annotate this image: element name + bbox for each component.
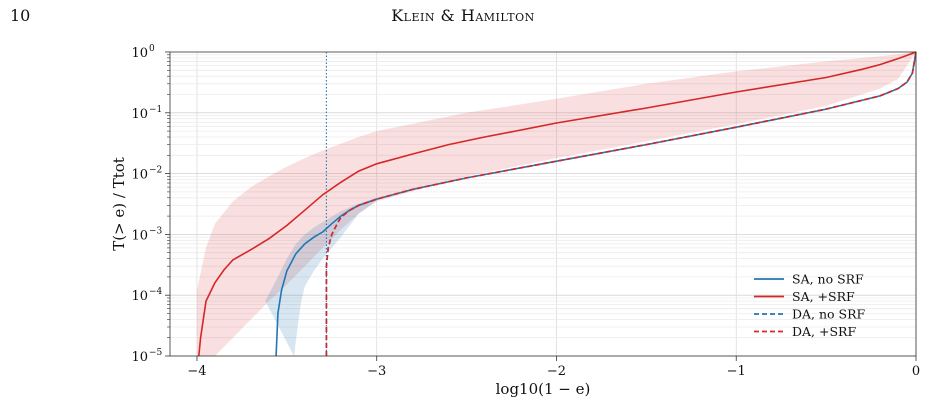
legend-label-3: DA, +SRF	[792, 324, 856, 339]
y-tick-label: 10	[131, 228, 148, 243]
confidence-bands	[196, 52, 916, 356]
y-axis-label: T(> e) / Ttot	[110, 157, 128, 251]
y-tick-exponent: 0	[149, 44, 155, 54]
y-tick-exponent: −5	[149, 348, 163, 358]
x-axis-label: log10(1 − e)	[496, 380, 591, 398]
y-tick-exponent: −3	[149, 226, 163, 236]
y-tick-exponent: −1	[149, 105, 162, 115]
plot-frame	[169, 51, 917, 357]
running-head: Klein & Hamilton	[391, 6, 535, 25]
y-tick-label: 10	[131, 168, 148, 183]
x-tick-label: −2	[547, 364, 566, 379]
series-line-1	[198, 51, 917, 357]
y-tick-label: 10	[131, 46, 148, 61]
y-tick-exponent: −2	[149, 166, 162, 176]
axis-labels: log10(1 − e) T(> e) / Ttot	[110, 157, 590, 398]
x-tick-label: −4	[187, 364, 206, 379]
y-tick-exponent: −4	[149, 287, 163, 297]
y-tick-label: 10	[131, 289, 148, 304]
legend-label-1: SA, +SRF	[792, 289, 855, 304]
page-number: 10	[10, 6, 31, 25]
x-tick-label: −3	[367, 364, 386, 379]
y-tick-label: 10	[131, 107, 148, 122]
legend-label-2: DA, no SRF	[792, 307, 866, 322]
legend-label-0: SA, no SRF	[792, 272, 864, 287]
series-lines	[198, 51, 917, 357]
confidence-band-0	[196, 52, 916, 356]
x-tick-label: 0	[912, 364, 920, 379]
series-line-3	[325, 51, 917, 356]
confidence-band-1	[265, 197, 377, 356]
legend: SA, no SRF SA, +SRF DA, no SRF DA, +SRF	[754, 272, 866, 339]
y-tick-label: 10	[131, 350, 148, 365]
x-tick-label: −1	[727, 364, 746, 379]
grid	[170, 52, 917, 357]
